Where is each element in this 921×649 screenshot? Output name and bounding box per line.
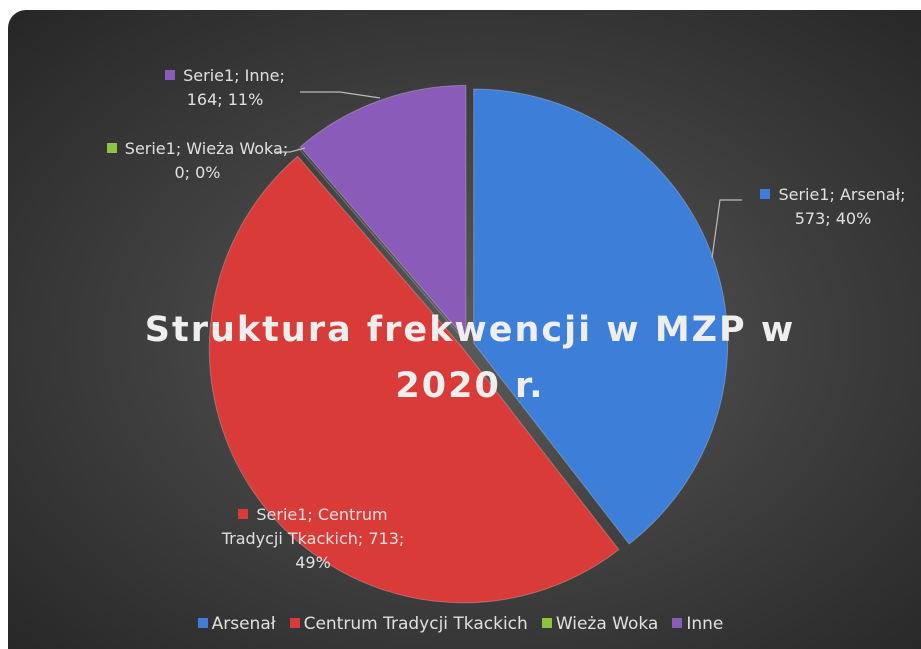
label-marker — [106, 143, 117, 153]
pie-slice — [208, 155, 620, 604]
data-label: Serie1; Inne; 164; 11% — [150, 64, 300, 112]
leader-line — [276, 147, 306, 153]
legend-marker — [672, 618, 683, 628]
data-label-text: Serie1; Centrum Tradycji Tkackich; 713; … — [221, 505, 405, 572]
legend-text: Centrum Tradycji Tkackich — [303, 614, 528, 634]
leader-line — [300, 91, 381, 99]
legend-text: Arsenał — [211, 614, 276, 634]
legend-marker — [541, 618, 552, 628]
pie-slice — [473, 88, 729, 545]
legend-item: Inne — [672, 614, 723, 634]
legend: Arsenał Centrum Tradycji Tkackich Wieża Wo… — [0, 614, 921, 634]
label-marker — [238, 509, 249, 519]
legend-marker — [289, 618, 300, 628]
label-marker — [760, 189, 771, 199]
legend-item: Centrum Tradycji Tkackich — [289, 614, 528, 634]
legend-text: Inne — [686, 614, 724, 634]
data-label-text: Serie1; Inne; 164; 11% — [183, 66, 285, 109]
data-label: Serie1; Wieża Woka; 0; 0% — [105, 137, 290, 185]
data-label: Serie1; Centrum Tradycji Tkackich; 713; … — [218, 503, 408, 575]
chart-title: Struktura frekwencji w MZP w 2020 r. — [144, 310, 796, 406]
leader-lines — [276, 91, 742, 259]
leader-line — [711, 199, 742, 259]
data-label: Serie1; Arsenał; 573; 40% — [745, 183, 921, 231]
data-label-text: Serie1; Wieża Woka; 0; 0% — [124, 139, 289, 182]
legend-item: Arsenał — [197, 614, 276, 634]
data-label-text: Serie1; Arsenał; 573; 40% — [778, 185, 906, 228]
legend-marker — [197, 618, 208, 628]
legend-item: Wieża Woka — [541, 614, 659, 634]
legend-text: Wieża Woka — [555, 614, 659, 634]
label-marker — [165, 70, 176, 80]
pie — [208, 84, 729, 604]
pie-slice — [299, 84, 467, 341]
